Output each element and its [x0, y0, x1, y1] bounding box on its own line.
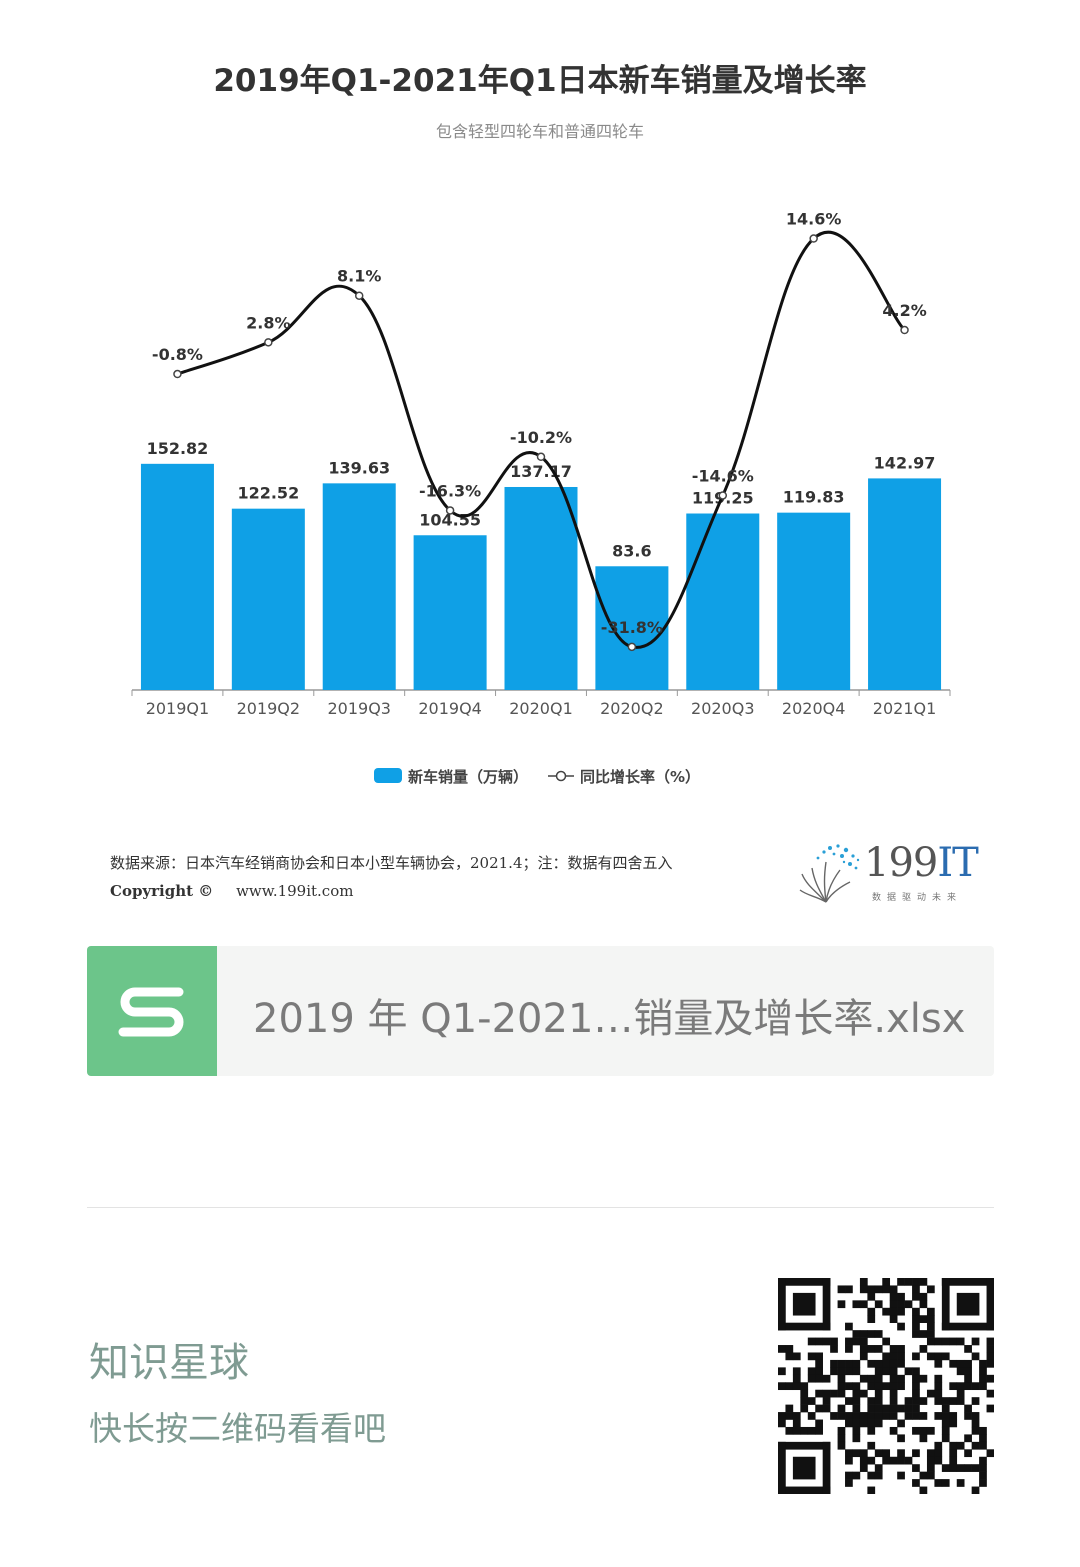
- growth-rate-label: -0.8%: [152, 345, 203, 364]
- bar-value-label: 119.83: [783, 488, 845, 507]
- spreadsheet-file-icon: [87, 946, 217, 1076]
- growth-rate-label: 4.2%: [882, 301, 926, 320]
- bar: [140, 463, 214, 690]
- x-tick-label: 2020Q1: [509, 699, 573, 718]
- bar-value-label: 122.52: [237, 484, 299, 503]
- growth-rate-point: [173, 369, 182, 379]
- copyright-url: www.199it.com: [236, 882, 354, 900]
- growth-rate-label: -31.8%: [601, 618, 663, 637]
- logo-letters: IT: [937, 840, 978, 886]
- growth-rate-label: -16.3%: [419, 481, 481, 500]
- qr-code-icon[interactable]: [778, 1278, 994, 1494]
- bar: [595, 566, 669, 690]
- growth-rate-label: 14.6%: [786, 210, 842, 229]
- legend-bar-label: 新车销量（万辆）: [408, 768, 528, 786]
- x-tick-label: 2021Q1: [873, 699, 937, 718]
- bar: [413, 535, 487, 690]
- growth-rate-point: [718, 491, 728, 500]
- chart-title: 2019年Q1-2021年Q1日本新车销量及增长率: [213, 63, 867, 99]
- bar: [322, 483, 396, 690]
- chart-copyright: Copyright © www.199it.com: [110, 882, 353, 900]
- growth-rate-label: 2.8%: [246, 313, 290, 332]
- file-name: 2019 年 Q1-2021…销量及增长率.xlsx: [253, 996, 966, 1042]
- chart-svg: 152.822019Q1122.522019Q2139.632019Q3104.…: [131, 210, 951, 786]
- x-tick-label: 2019Q1: [146, 699, 210, 718]
- x-tick-label: 2020Q3: [691, 699, 755, 718]
- chart-card: 2019年Q1-2021年Q1日本新车销量及增长率 包含轻型四轮车和普通四轮车 …: [110, 63, 986, 908]
- planet-title: 知识星球: [89, 1340, 249, 1386]
- bar: [231, 508, 305, 690]
- dandelion-logo-icon: [799, 844, 860, 903]
- copyright-label: Copyright ©: [110, 882, 214, 900]
- logo-slogan: 数据驱动未来: [872, 893, 963, 903]
- bar-value-label: 137.17: [510, 462, 572, 481]
- x-tick-label: 2019Q2: [237, 699, 301, 718]
- growth-rate-point: [445, 506, 455, 515]
- growth-rate-label: -10.2%: [510, 428, 572, 447]
- chart-subtitle: 包含轻型四轮车和普通四轮车: [435, 122, 644, 141]
- growth-rate-label: 8.1%: [337, 267, 381, 286]
- growth-rate-point: [809, 234, 818, 243]
- logo-number: 199: [864, 840, 938, 886]
- growth-rate-point: [900, 325, 909, 335]
- legend-bar-swatch: [374, 768, 402, 783]
- bar-value-label: 152.82: [147, 439, 209, 458]
- growth-rate-label: -14.6%: [692, 466, 754, 485]
- bar: [686, 513, 760, 690]
- bar: [777, 512, 851, 690]
- growth-rate-point: [627, 642, 637, 652]
- planet-subtitle: 快长按二维码看看吧: [89, 1409, 386, 1448]
- x-tick-label: 2020Q2: [600, 699, 664, 718]
- bar-value-label: 142.97: [874, 453, 936, 472]
- growth-rate-point: [264, 338, 273, 347]
- x-tick-label: 2019Q3: [327, 699, 391, 718]
- chart-source: 数据来源：日本汽车经销商协会和日本小型车辆协会，2021.4；注：数据有四舍五入: [110, 854, 673, 872]
- x-tick-label: 2019Q4: [418, 699, 482, 718]
- x-tick-label: 2020Q4: [782, 699, 846, 718]
- logo-wordmark: 199IT: [864, 840, 979, 886]
- file-attachment-card[interactable]: 2019 年 Q1-2021…销量及增长率.xlsx: [87, 946, 994, 1076]
- growth-rate-point: [354, 291, 364, 300]
- 199it-logo: 199IT 数据驱动未来: [796, 838, 986, 908]
- bar-value-label: 83.6: [612, 541, 651, 560]
- legend-line-label: 同比增长率（%）: [580, 768, 700, 786]
- divider: [87, 1207, 994, 1208]
- bar: [868, 478, 942, 690]
- legend-line-marker: [555, 770, 567, 782]
- bar-value-label: 139.63: [328, 458, 390, 477]
- growth-rate-point: [536, 452, 546, 462]
- bar: [504, 486, 578, 690]
- growth-rate-line: [176, 230, 906, 649]
